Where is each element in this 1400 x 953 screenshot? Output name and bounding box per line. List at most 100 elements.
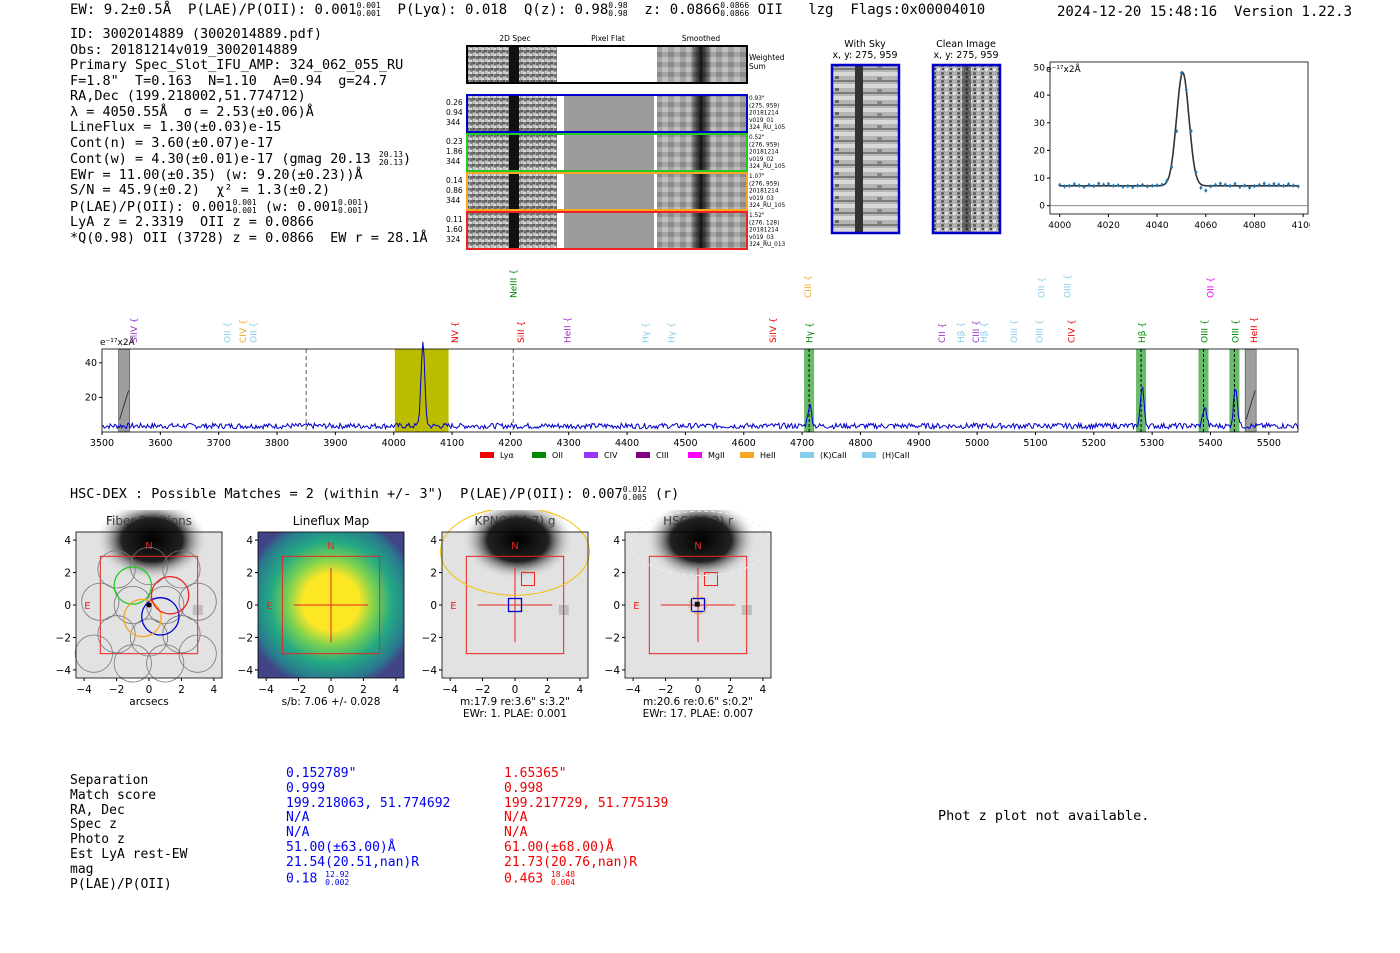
panel-ytick-label: 2 — [430, 568, 437, 580]
fiber-circle — [146, 644, 185, 683]
panel-ytick-label: −2 — [56, 632, 71, 644]
line-marker-label: Hβ { — [957, 322, 967, 343]
info-lya: LyA z = 2.3319 OII z = 0.0866 — [70, 214, 314, 230]
cutout-left-label: 1.86 — [446, 147, 463, 156]
cutout-right-label: 1.52" — [749, 213, 765, 219]
fiber-circle — [162, 615, 201, 654]
fit-data-point — [1247, 185, 1252, 191]
fit-data-point — [1063, 184, 1067, 189]
spec-xtick-label: 4500 — [673, 438, 697, 449]
match-box-red — [703, 572, 718, 587]
sky-band-hatch — [119, 390, 129, 420]
fit-data-point — [1296, 184, 1300, 189]
info-fline: F=1.8" T=0.163 N=1.10 A=0.94 g=24.7 — [70, 72, 387, 89]
col-label-pixelflat: Pixel Flat — [591, 34, 625, 43]
panel-ytick-label: 2 — [613, 568, 620, 580]
match-plae-frac: 18.48 0.004 — [551, 870, 575, 887]
info-contw-row: Cont(w) = 4.30(±0.01)e-17 (gmag 20.13 20… — [70, 150, 412, 167]
fit-data-point — [1067, 183, 1072, 189]
fit-data-point — [1272, 181, 1276, 187]
hsc-lo: 0.005 — [622, 493, 647, 502]
cutout-left-label: 344 — [446, 118, 461, 127]
bright-source — [462, 510, 574, 580]
sky-band — [118, 348, 130, 433]
fit-data-point — [1204, 188, 1208, 193]
fit-ytick-label: 20 — [1034, 146, 1046, 156]
panel-xtick-label: 0 — [146, 684, 153, 696]
line-marker-label: NeIII { — [509, 270, 519, 298]
match-value: 51.00(±63.00)Å — [286, 839, 396, 855]
fiber-circle — [178, 582, 217, 621]
panel-ytick-label: −2 — [238, 632, 253, 644]
panel-xtick-label: 2 — [544, 684, 551, 696]
panel-ytick-label: −2 — [422, 632, 437, 644]
bright-source — [645, 510, 757, 580]
fiber-circle — [113, 644, 152, 683]
panel-ytick-label: 0 — [246, 600, 253, 612]
clean-image-xy: x, y: 275, 959 — [933, 50, 998, 61]
fit-data-point — [1150, 183, 1154, 189]
qz-value: Q(z): 0.98 — [523, 2, 609, 18]
info-plae-hi: 0.001 — [232, 197, 257, 207]
panel-ytick-label: −4 — [238, 665, 254, 677]
with-sky-image — [832, 65, 899, 233]
sum-label: Sum — [749, 62, 766, 71]
info-primary: Primary Spec_Slot_IFU_AMP: 324_062_055_R… — [70, 57, 404, 73]
fit-data-point — [1223, 182, 1227, 188]
fit-data-point — [1097, 181, 1101, 186]
fit-data-point — [1179, 70, 1184, 76]
legend-label: OII — [552, 451, 563, 460]
panel-xtick-label: 4 — [577, 684, 584, 696]
cutout-pixelflat — [564, 173, 654, 210]
cutout-left-label: 0.14 — [446, 176, 463, 185]
fit-ylabel: e⁻¹⁷x2Å — [1046, 63, 1082, 75]
plae-frac: 0.001 0.001 — [357, 2, 381, 18]
info-plae-frac: 0.001 0.001 — [232, 197, 257, 215]
spec-xtick-label: 3900 — [323, 438, 347, 449]
col-label-smoothed: Smoothed — [682, 34, 721, 43]
match-table-labels: Separation Match score RA, Dec Spec z Photo … — [70, 773, 187, 892]
col-label-2dspec: 2D Spec — [499, 34, 530, 43]
cutout-right-label: (276, 959) — [749, 142, 779, 148]
fit-ytick-label: 0 — [1039, 202, 1045, 212]
detection-info: ID: 3002014889 (3002014889.pdf) Obs: 201… — [70, 26, 428, 246]
legend-swatch — [862, 452, 876, 458]
cutout-right-label: v019_03 — [749, 235, 774, 241]
sky-band-hatch — [1245, 390, 1256, 420]
cutout-right-label: v019_02 — [749, 157, 774, 163]
fit-ytick-label: 50 — [1034, 64, 1046, 74]
panel-xtick-label: −4 — [258, 684, 274, 696]
match-label: P(LAE)/P(OII) — [70, 876, 172, 892]
fiber-circle — [141, 597, 180, 636]
spec-xtick-label: 4200 — [498, 438, 522, 449]
panel-xtick-label: −2 — [475, 684, 490, 696]
match-value: 21.73(20.76,nan)R — [504, 854, 638, 870]
info-ewr: EWr = 11.00(±0.35) (w: 9.20(±0.23))Å — [70, 166, 363, 183]
info-plae: P(LAE)/P(OII): 0.001 — [70, 198, 233, 215]
fit-xtick-label: 4000 — [1048, 221, 1071, 231]
info-plae-row: P(LAE)/P(OII): 0.0010.001 0.001 (w: 0.001… — [70, 197, 371, 215]
panel-title: Lineflux Map — [293, 514, 369, 528]
sky-band — [1244, 348, 1257, 433]
info-contn: Cont(n) = 3.60(±0.07)e-17 — [70, 134, 274, 151]
panel-xtick-label: 0 — [695, 684, 702, 696]
fit-data-point — [1140, 182, 1145, 188]
line-marker-label: SiIV { — [130, 317, 140, 343]
info-q: *Q(0.98) OII (3728) z = 0.0866 EW r = 28… — [70, 229, 428, 246]
fit-data-point — [1092, 183, 1096, 189]
panel-ytick-label: −4 — [56, 665, 72, 677]
info-plae-w-lo: 0.001 — [337, 205, 363, 215]
line-marker-label: CIII { — [804, 275, 814, 298]
match-box-blue — [507, 597, 523, 613]
fit-data-point — [1116, 182, 1120, 188]
fit-data-point — [1218, 181, 1222, 186]
cutout-right-label: 1.07" — [749, 174, 765, 180]
legend-label: (H)CaII — [882, 451, 909, 460]
panel-ytick-label: 2 — [64, 568, 71, 580]
panel-xlabel: m:17.9 re:3.6" s:3.2" — [460, 696, 570, 708]
sky-cutouts: With Sky x, y: 275, 959 Clean Image x, y… — [830, 39, 1002, 235]
match-value: 61.00(±68.00)Å — [504, 839, 614, 855]
